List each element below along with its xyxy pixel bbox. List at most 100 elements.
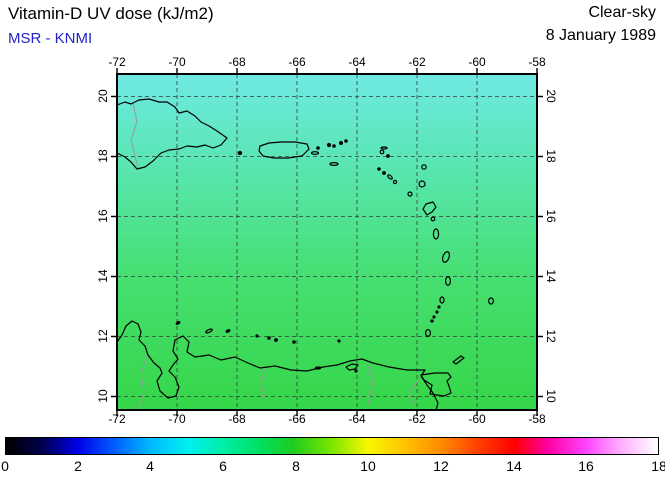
island-vieques (310, 151, 320, 155)
coastline-margarita (345, 363, 359, 371)
lon-tick-bottom: -68 (228, 412, 246, 426)
lon-tick-top: -70 (168, 55, 186, 69)
colorbar-tick-label: 2 (74, 458, 82, 474)
border-col-ven (137, 354, 148, 411)
island-grenada (425, 329, 432, 338)
island-la-tortuga (314, 366, 322, 370)
island-culebra (316, 146, 320, 150)
coastline-trinidad (420, 372, 452, 397)
coastlines (116, 98, 495, 411)
island-barbados (488, 297, 495, 305)
lon-tick-bottom: -58 (528, 412, 546, 426)
island-antigua (418, 180, 426, 188)
coastline-guadeloupe (422, 201, 437, 216)
island-la-blanquilla (337, 339, 341, 343)
lon-tick-top: -72 (108, 55, 126, 69)
island-st-kitts (387, 174, 393, 180)
island-barbuda (421, 164, 427, 170)
lon-tick-top: -68 (228, 55, 246, 69)
island-st-lucia (445, 276, 452, 287)
map-frame-border (116, 73, 538, 411)
island-los-roques-2 (274, 338, 278, 342)
river-orinoco (408, 379, 420, 407)
lat-tick-right: 16 (544, 209, 558, 223)
island-las-aves (255, 334, 259, 338)
lat-tick-right: 14 (544, 269, 558, 283)
island-orchila (292, 340, 296, 344)
gridlines-vertical (176, 74, 478, 410)
river-2 (366, 362, 374, 405)
island-saba (377, 167, 381, 171)
lon-tick-bottom: -62 (408, 412, 426, 426)
island-martinique (442, 251, 450, 263)
lon-tick-top: -64 (348, 55, 366, 69)
lon-tick-bottom: -64 (348, 412, 366, 426)
island-st-barth (386, 154, 390, 158)
island-st-thomas (326, 142, 332, 148)
sky-condition-label: Clear-sky (588, 4, 656, 21)
lon-tick-top: -66 (288, 55, 306, 69)
axis-ticks-left (111, 95, 117, 398)
island-grenadines-2 (435, 310, 439, 314)
small-islands (175, 139, 495, 373)
island-aruba (175, 321, 181, 325)
source-label: MSR - KNMI (8, 30, 93, 47)
lon-tick-bottom: -72 (108, 412, 126, 426)
lon-tick-bottom: -66 (288, 412, 306, 426)
island-st-vincent (439, 296, 445, 304)
colorbar-tick-label: 16 (578, 458, 594, 474)
island-marie-galante (430, 216, 436, 222)
lat-tick-left: 20 (96, 89, 110, 103)
lat-tick-right: 12 (544, 329, 558, 343)
colorbar-gradient (5, 437, 659, 455)
date-label: 8 January 1989 (545, 27, 656, 44)
border-haiti-dr (130, 102, 139, 169)
island-bonaire (225, 329, 231, 333)
island-anguilla (380, 146, 388, 150)
colorbar-tick-label: 4 (146, 458, 154, 474)
colorbar-tick-label: 12 (433, 458, 449, 474)
island-nevis (392, 179, 398, 185)
lon-tick-top: -58 (528, 55, 546, 69)
lat-tick-right: 10 (544, 389, 558, 403)
island-curacao (205, 328, 213, 334)
coastline-south-america (116, 320, 439, 411)
lat-tick-right: 20 (544, 89, 558, 103)
coastline-puerto-rico (258, 141, 310, 159)
lon-tick-bottom: -70 (168, 412, 186, 426)
map-plot (111, 68, 543, 416)
island-virgin-gorda (344, 139, 348, 143)
colorbar-tick-label: 6 (219, 458, 227, 474)
river-1 (260, 366, 267, 402)
island-grenadines-3 (432, 315, 436, 319)
axis-ticks-bottom (116, 410, 538, 416)
lat-tick-left: 18 (96, 149, 110, 163)
axis-ticks (111, 68, 543, 416)
island-grenadines-4 (430, 319, 434, 323)
colorbar-tick-label: 10 (360, 458, 376, 474)
island-st-martin (379, 149, 385, 155)
island-montserrat (407, 191, 413, 197)
lon-tick-bottom: -60 (468, 412, 486, 426)
lon-tick-top: -62 (408, 55, 426, 69)
island-st-croix (329, 161, 339, 166)
plot-title: Vitamin-D UV dose (kJ/m2) (8, 4, 214, 23)
axis-ticks-right (537, 95, 543, 398)
axis-ticks-top (116, 68, 538, 74)
coastline-tobago (452, 355, 465, 365)
island-los-roques-1 (267, 336, 271, 340)
island-mona (237, 150, 243, 156)
lat-tick-left: 14 (96, 269, 110, 283)
island-coche (354, 369, 358, 373)
lat-tick-left: 12 (96, 329, 110, 343)
colorbar-tick-label: 0 (1, 458, 9, 474)
borders-and-rivers (130, 102, 420, 411)
colorbar-tick-label: 14 (506, 458, 522, 474)
island-dominica (432, 228, 440, 240)
colorbar-tick-label: 8 (292, 458, 300, 474)
coastline-hispaniola (116, 98, 228, 170)
island-st-john (332, 144, 336, 148)
gridlines (117, 74, 537, 410)
lat-tick-left: 10 (96, 389, 110, 403)
